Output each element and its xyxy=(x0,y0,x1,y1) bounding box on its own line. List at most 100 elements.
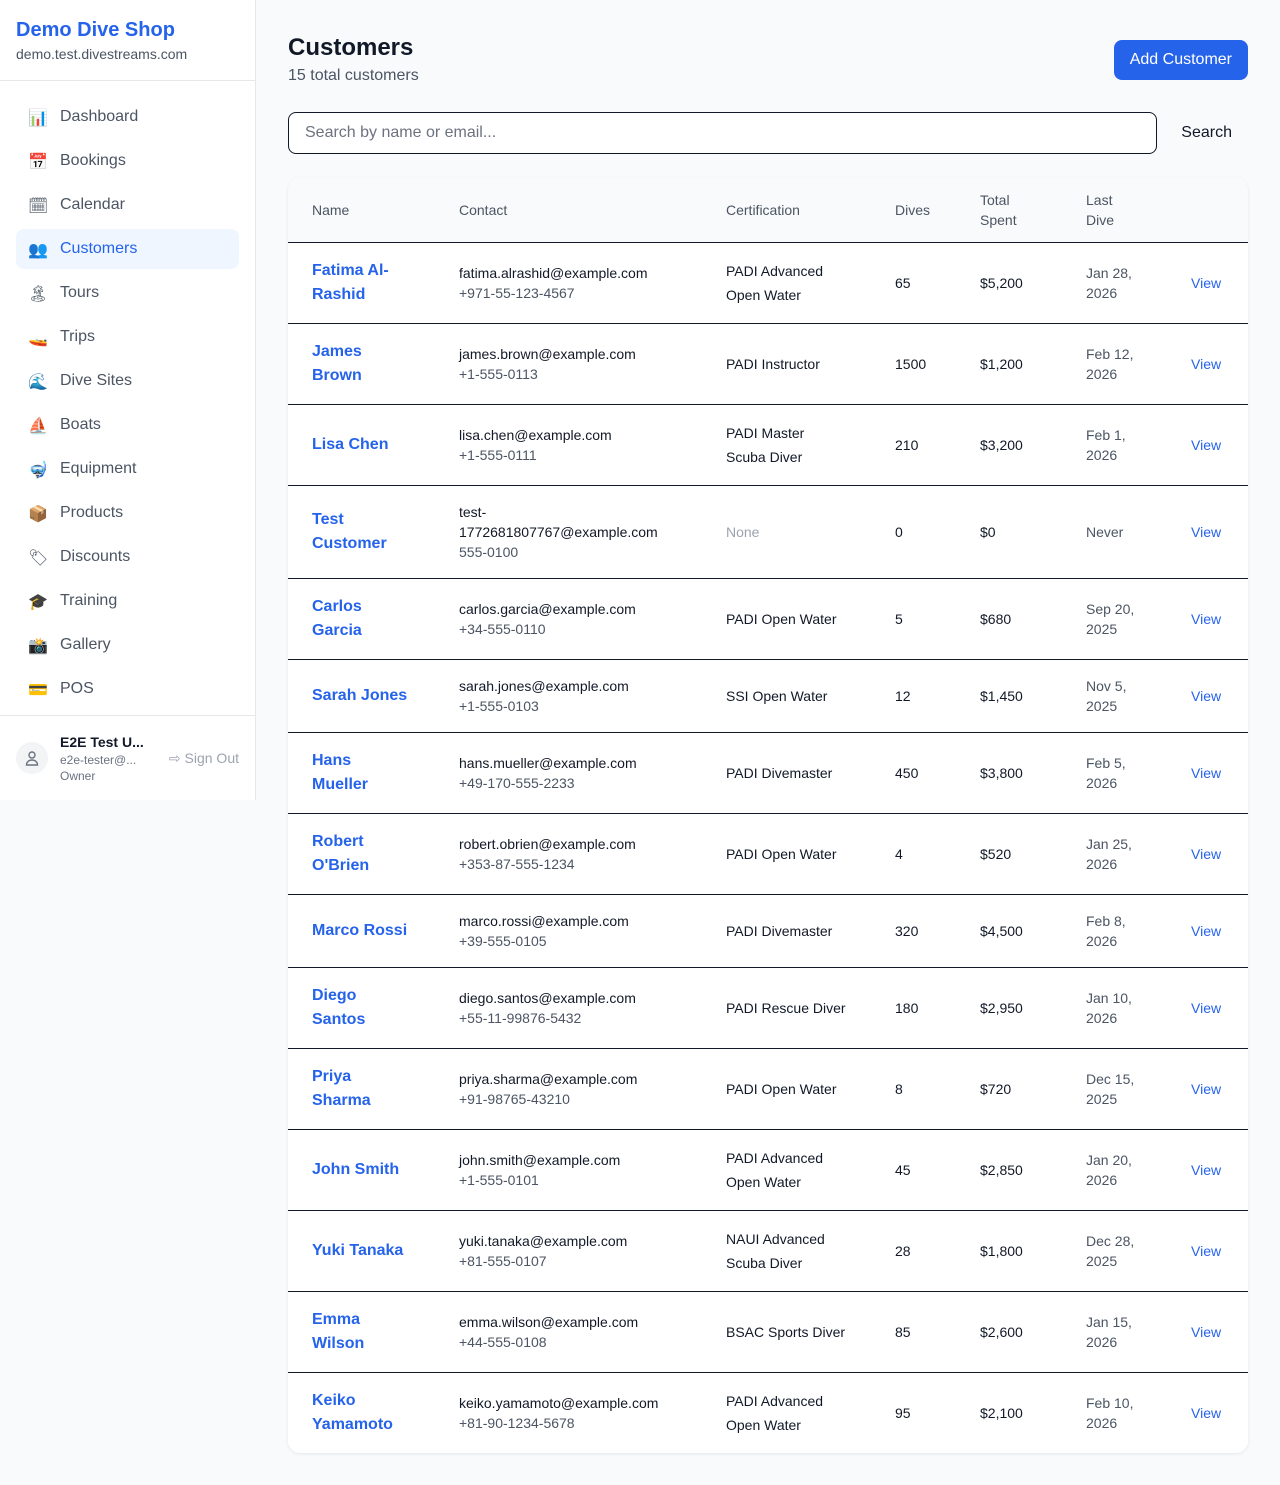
table-row: Emma Wilson emma.wilson@example.com +44-5… xyxy=(288,1291,1248,1373)
table-row: Diego Santos diego.santos@example.com +55… xyxy=(288,967,1248,1049)
customer-name-link[interactable]: Emma Wilson xyxy=(312,1311,365,1352)
customer-total-spent: $720 xyxy=(956,1048,1062,1130)
customer-email: keiko.yamamoto@example.com xyxy=(459,1395,659,1411)
sidebar-item-calendar[interactable]: 🗓 Calendar xyxy=(16,185,239,225)
view-customer-link[interactable]: View xyxy=(1191,611,1222,627)
customer-name-link[interactable]: Sarah Jones xyxy=(312,687,408,704)
user-icon xyxy=(16,742,48,774)
view-customer-link[interactable]: View xyxy=(1191,1081,1222,1097)
customer-email: priya.sharma@example.com xyxy=(459,1071,638,1087)
customer-name-link[interactable]: Keiko Yamamoto xyxy=(312,1392,393,1433)
sidebar-item-dive-sites[interactable]: 🌊 Dive Sites xyxy=(16,361,239,401)
customer-email: marco.rossi@example.com xyxy=(459,913,629,929)
customer-name-link[interactable]: Robert O'Brien xyxy=(312,833,370,874)
sidebar-item-trips[interactable]: 🚤 Trips xyxy=(16,317,239,357)
customer-phone: +91-98765-43210 xyxy=(459,1091,570,1107)
customer-total-spent: $0 xyxy=(956,485,1062,579)
user-role: Owner xyxy=(60,769,96,783)
customer-name-link[interactable]: Carlos Garcia xyxy=(312,598,362,639)
customer-last-dive: Jan 28, 2026 xyxy=(1086,265,1132,301)
view-customer-link[interactable]: View xyxy=(1191,524,1222,540)
customer-email: lisa.chen@example.com xyxy=(459,427,612,443)
sidebar-item-label: Dashboard xyxy=(60,108,139,125)
table-row: Robert O'Brien robert.obrien@example.com… xyxy=(288,813,1248,895)
customer-name-link[interactable]: Test Customer xyxy=(312,511,387,552)
customer-email: hans.mueller@example.com xyxy=(459,755,637,771)
customer-name-link[interactable]: Lisa Chen xyxy=(312,436,389,453)
sidebar-item-equipment[interactable]: 🤿 Equipment xyxy=(16,449,239,489)
customer-dives: 65 xyxy=(895,275,911,291)
column-header-name: Name xyxy=(288,178,435,243)
boats-icon: ⛵ xyxy=(28,415,48,435)
shop-name[interactable]: Demo Dive Shop xyxy=(16,19,175,41)
sidebar-item-training[interactable]: 🎓 Training xyxy=(16,581,239,621)
view-customer-link[interactable]: View xyxy=(1191,1162,1222,1178)
view-customer-link[interactable]: View xyxy=(1191,765,1222,781)
customer-name-link[interactable]: John Smith xyxy=(312,1161,400,1178)
sidebar-item-customers[interactable]: 👥 Customers xyxy=(16,229,239,269)
search-button[interactable]: Search xyxy=(1157,124,1248,142)
sidebar-item-dashboard[interactable]: 📊 Dashboard xyxy=(16,97,239,137)
customer-dives: 210 xyxy=(871,404,956,486)
customer-name-link[interactable]: Yuki Tanaka xyxy=(312,1242,404,1259)
view-customer-link[interactable]: View xyxy=(1191,275,1222,291)
sidebar-item-discounts[interactable]: 🏷 Discounts xyxy=(16,537,239,577)
sidebar-item-pos[interactable]: 💳 POS xyxy=(16,669,239,709)
customer-total-spent: $3,200 xyxy=(956,404,1062,486)
view-customer-link[interactable]: View xyxy=(1191,356,1222,372)
customer-certification: PADI Open Water xyxy=(726,846,837,862)
customer-total-spent: $1,450 xyxy=(956,659,1062,733)
customer-name-link[interactable]: James Brown xyxy=(312,343,362,384)
view-customer-link[interactable]: View xyxy=(1191,1324,1222,1340)
view-customer-link[interactable]: View xyxy=(1191,1405,1222,1421)
customer-email: diego.santos@example.com xyxy=(459,990,636,1006)
customer-dives: 1500 xyxy=(871,323,956,405)
customer-name-link[interactable]: Hans Mueller xyxy=(312,752,369,793)
customer-phone: +1-555-0113 xyxy=(459,366,538,382)
customer-name-link[interactable]: Marco Rossi xyxy=(312,922,408,939)
column-header-total-spent: Total Spent xyxy=(956,178,1062,243)
view-customer-link[interactable]: View xyxy=(1191,437,1222,453)
sidebar-item-label: Calendar xyxy=(60,196,125,213)
customer-email: sarah.jones@example.com xyxy=(459,678,629,694)
customer-name-link[interactable]: Fatima Al-Rashid xyxy=(312,262,389,303)
view-customer-link[interactable]: View xyxy=(1191,1000,1222,1016)
view-customer-link[interactable]: View xyxy=(1191,923,1222,939)
customer-phone: +81-555-0107 xyxy=(459,1253,547,1269)
user-email: e2e-tester@... xyxy=(60,753,137,767)
main-content: Customers 15 total customers Add Custome… xyxy=(288,32,1248,1453)
customer-dives: 85 xyxy=(871,1291,956,1373)
column-header-actions xyxy=(1167,178,1248,243)
customer-name-link[interactable]: Priya Sharma xyxy=(312,1068,371,1109)
customer-last-dive: Jan 25, 2026 xyxy=(1086,836,1132,872)
bookings-icon: 📅 xyxy=(28,151,48,171)
customer-certification: None xyxy=(726,524,760,540)
view-customer-link[interactable]: View xyxy=(1191,688,1222,704)
customer-name-link[interactable]: Diego Santos xyxy=(312,987,366,1028)
search-input[interactable] xyxy=(288,112,1158,154)
sidebar-item-bookings[interactable]: 📅 Bookings xyxy=(16,141,239,181)
column-header-certification: Certification xyxy=(702,178,871,243)
sidebar-item-boats[interactable]: ⛵ Boats xyxy=(16,405,239,445)
customers-icon: 👥 xyxy=(28,239,48,259)
sidebar-item-gallery[interactable]: 📸 Gallery xyxy=(16,625,239,665)
customer-email: emma.wilson@example.com xyxy=(459,1314,639,1330)
customer-last-dive: Feb 8, 2026 xyxy=(1086,913,1126,949)
sidebar-item-label: Boats xyxy=(60,416,101,433)
customer-total-spent: $1,200 xyxy=(956,323,1062,405)
column-header-last-dive: Last Dive xyxy=(1062,178,1167,243)
sidebar-item-label: Training xyxy=(60,592,118,609)
view-customer-link[interactable]: View xyxy=(1191,1243,1222,1259)
customer-phone: +55-11-99876-5432 xyxy=(459,1010,582,1026)
view-customer-link[interactable]: View xyxy=(1191,846,1222,862)
sidebar-item-tours[interactable]: 🏝 Tours xyxy=(16,273,239,313)
sign-out-button[interactable]: ⇨ Sign Out xyxy=(169,750,239,767)
customer-dives: 8 xyxy=(871,1048,956,1130)
add-customer-button[interactable]: Add Customer xyxy=(1113,40,1248,80)
customer-certification: BSAC Sports Diver xyxy=(726,1324,846,1340)
customer-phone: 555-0100 xyxy=(459,544,519,560)
table-row: Priya Sharma priya.sharma@example.com +91… xyxy=(288,1048,1248,1130)
sidebar-item-products[interactable]: 📦 Products xyxy=(16,493,239,533)
sidebar-item-label: Gallery xyxy=(60,636,111,653)
customer-last-dive: Feb 5, 2026 xyxy=(1086,755,1126,791)
